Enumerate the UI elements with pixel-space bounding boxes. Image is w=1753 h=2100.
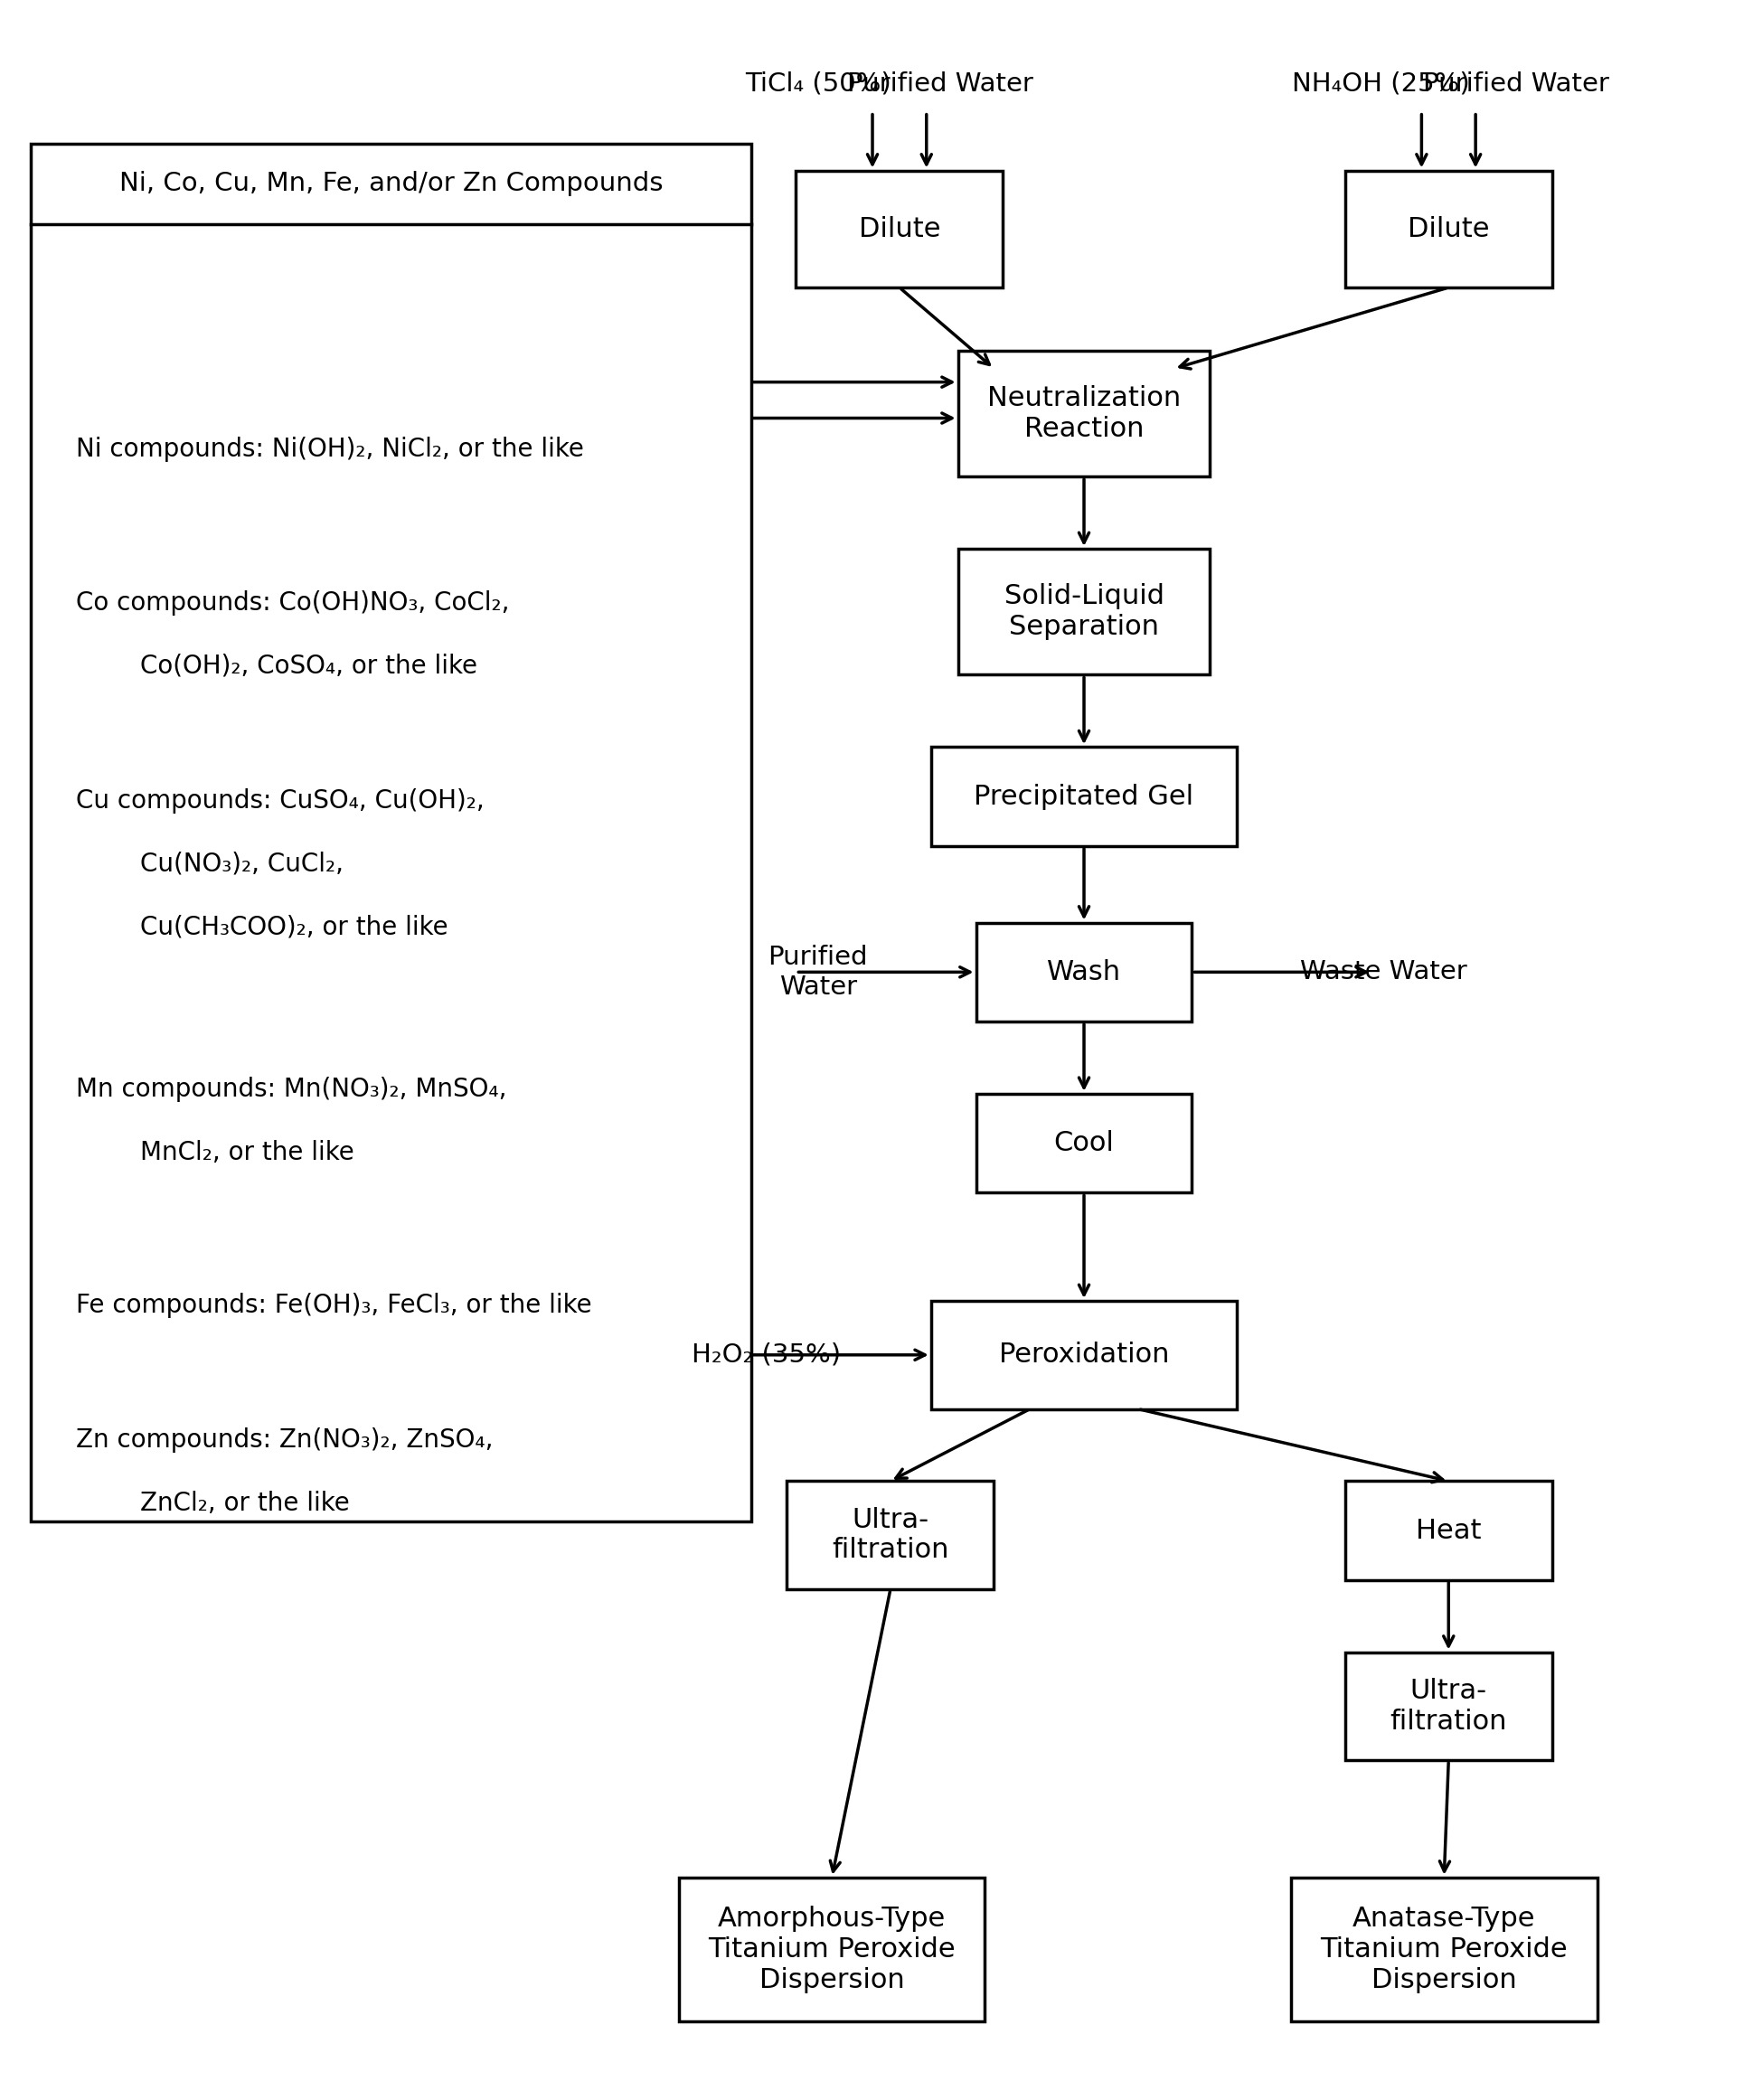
Text: ZnCl₂, or the like: ZnCl₂, or the like (75, 1491, 349, 1516)
Bar (32, 143, 750, 1522)
Bar (1345, 1480, 1551, 1579)
Text: Ultra-
filtration: Ultra- filtration (1390, 1678, 1508, 1735)
Bar (931, 1300, 1238, 1409)
Text: Purified
Water: Purified Water (768, 945, 868, 1000)
Text: Cool: Cool (1054, 1130, 1115, 1157)
Bar (1345, 1653, 1551, 1760)
Text: Ni compounds: Ni(OH)₂, NiCl₂, or the like: Ni compounds: Ni(OH)₂, NiCl₂, or the lik… (75, 437, 584, 462)
Text: Dilute: Dilute (859, 216, 940, 241)
Text: Ultra-
filtration: Ultra- filtration (833, 1508, 948, 1562)
Text: Purified Water: Purified Water (1423, 71, 1609, 97)
Bar (678, 1877, 985, 2022)
Text: Precipitated Gel: Precipitated Gel (975, 783, 1194, 808)
Text: Co(OH)₂, CoSO₄, or the like: Co(OH)₂, CoSO₄, or the like (75, 653, 477, 678)
Text: TiCl₄ (50%): TiCl₄ (50%) (745, 71, 892, 97)
Text: Anatase-Type
Titanium Peroxide
Dispersion: Anatase-Type Titanium Peroxide Dispersio… (1320, 1907, 1567, 1993)
Bar (931, 748, 1238, 846)
Bar (787, 1480, 994, 1590)
Text: Peroxidation: Peroxidation (999, 1342, 1169, 1367)
Text: Wash: Wash (1047, 960, 1122, 985)
Text: NH₄OH (25%): NH₄OH (25%) (1292, 71, 1471, 97)
Text: Neutralization
Reaction: Neutralization Reaction (987, 384, 1182, 441)
Bar (957, 351, 1210, 477)
Bar (976, 1094, 1192, 1193)
Text: Co compounds: Co(OH)NO₃, CoCl₂,: Co compounds: Co(OH)NO₃, CoCl₂, (75, 590, 510, 615)
Text: Waste Water: Waste Water (1301, 960, 1467, 985)
Text: Zn compounds: Zn(NO₃)₂, ZnSO₄,: Zn compounds: Zn(NO₃)₂, ZnSO₄, (75, 1428, 493, 1453)
Text: Cu(CH₃COO)₂, or the like: Cu(CH₃COO)₂, or the like (75, 914, 449, 939)
Bar (976, 922, 1192, 1021)
Text: Amorphous-Type
Titanium Peroxide
Dispersion: Amorphous-Type Titanium Peroxide Dispers… (708, 1907, 955, 1993)
Text: MnCl₂, or the like: MnCl₂, or the like (75, 1140, 354, 1166)
Text: Cu compounds: CuSO₄, Cu(OH)₂,: Cu compounds: CuSO₄, Cu(OH)₂, (75, 788, 484, 813)
Text: Cu(NO₃)₂, CuCl₂,: Cu(NO₃)₂, CuCl₂, (75, 850, 344, 876)
Text: Heat: Heat (1416, 1518, 1481, 1544)
Text: Dilute: Dilute (1408, 216, 1490, 241)
Text: Solid-Liquid
Separation: Solid-Liquid Separation (1004, 584, 1164, 640)
Bar (796, 170, 1003, 288)
Text: H₂O₂ (35%): H₂O₂ (35%) (692, 1342, 841, 1367)
Bar (1290, 1877, 1597, 2022)
Bar (957, 548, 1210, 674)
Text: Purified Water: Purified Water (847, 71, 1033, 97)
Text: Ni, Co, Cu, Mn, Fe, and/or Zn Compounds: Ni, Co, Cu, Mn, Fe, and/or Zn Compounds (119, 172, 663, 197)
Text: Fe compounds: Fe(OH)₃, FeCl₃, or the like: Fe compounds: Fe(OH)₃, FeCl₃, or the lik… (75, 1294, 593, 1319)
Text: Mn compounds: Mn(NO₃)₂, MnSO₄,: Mn compounds: Mn(NO₃)₂, MnSO₄, (75, 1077, 507, 1102)
Bar (1345, 170, 1551, 288)
